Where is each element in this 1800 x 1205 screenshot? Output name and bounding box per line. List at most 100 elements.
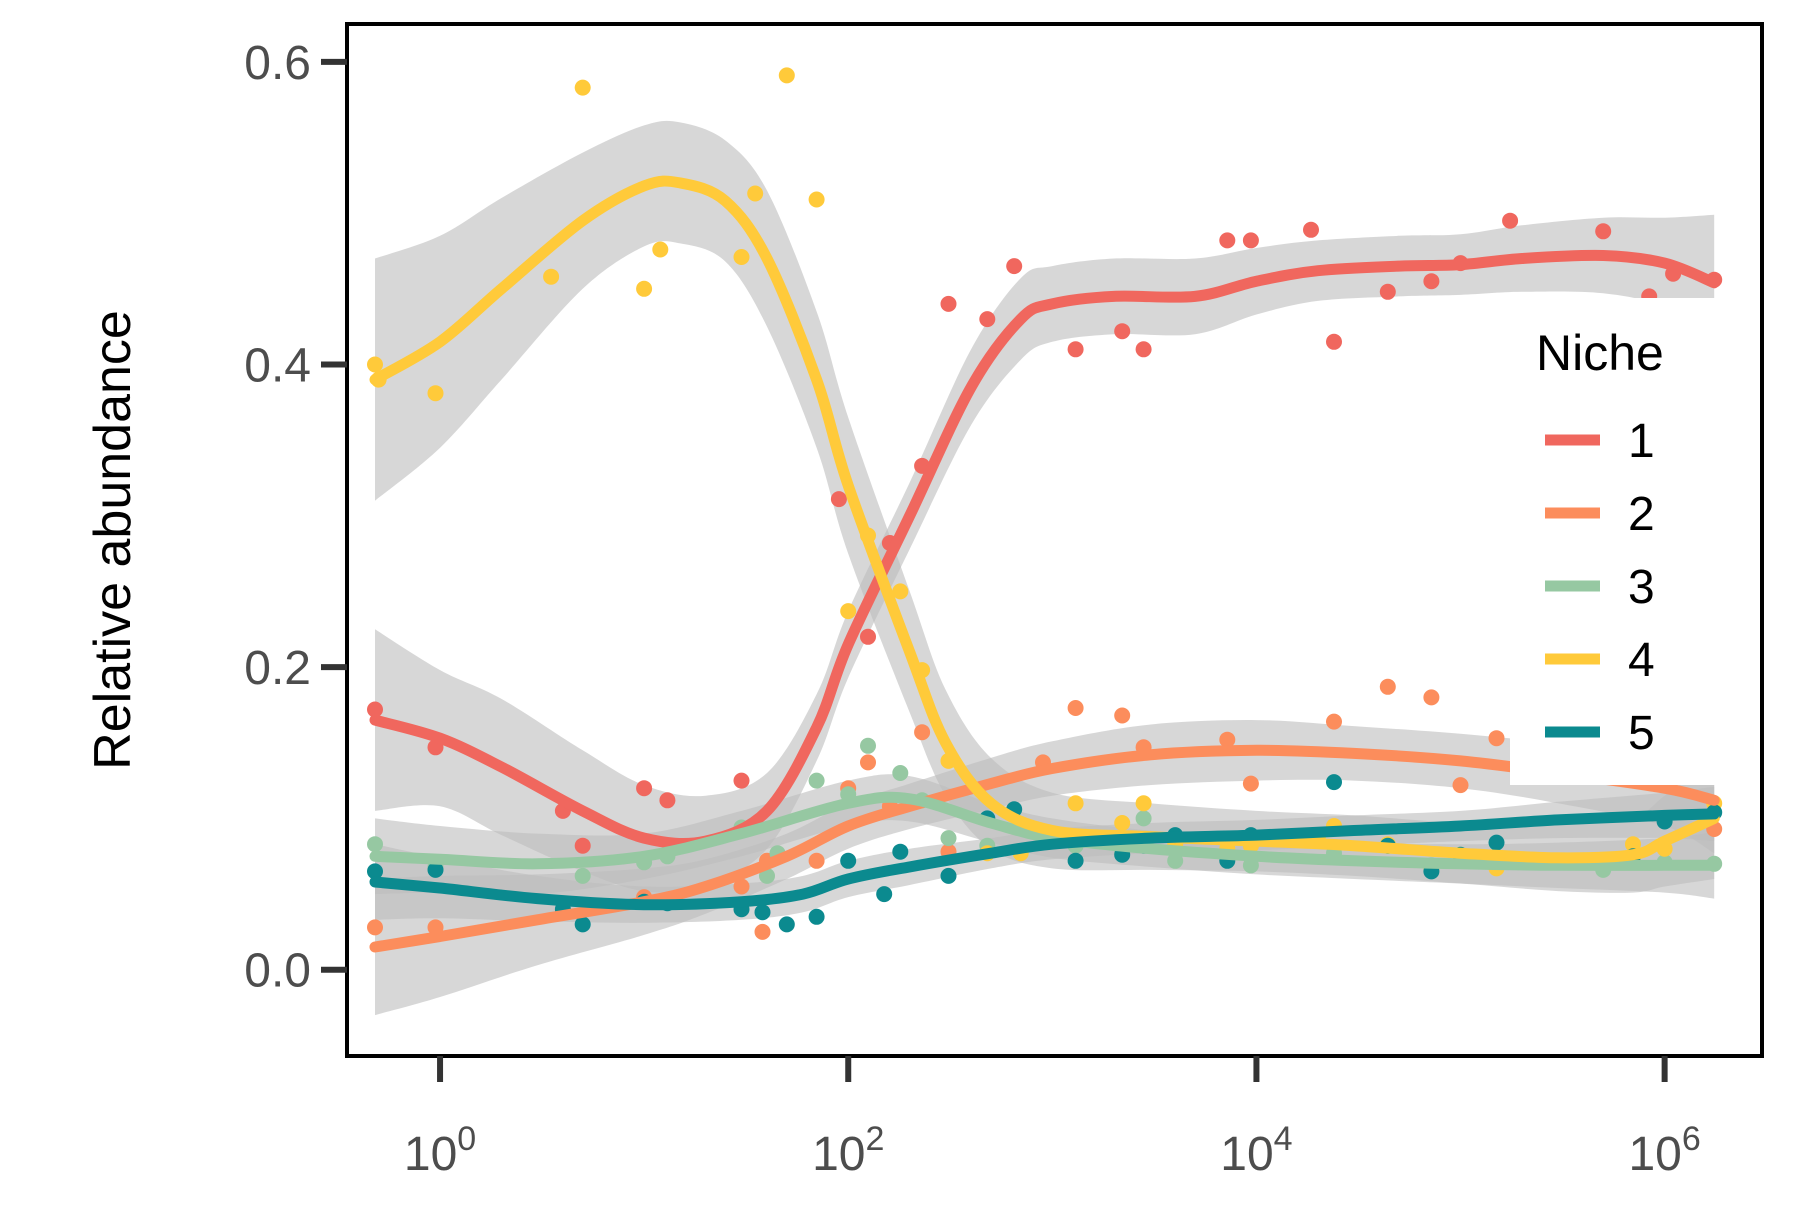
data-point-niche-2 — [1242, 775, 1259, 792]
data-point-niche-2 — [733, 878, 750, 895]
trend-lines — [369, 175, 1720, 953]
data-point-niche-2 — [914, 724, 931, 741]
data-point-niche-2 — [1452, 777, 1469, 794]
data-point-niche-2 — [1114, 707, 1131, 724]
legend-label-niche-1: 1 — [1628, 415, 1655, 468]
data-point-niche-1 — [659, 792, 676, 809]
data-point-niche-2 — [1379, 678, 1396, 695]
data-point-niche-3 — [892, 765, 909, 781]
trend-line-niche-5 — [369, 808, 1720, 911]
data-point-niche-1 — [733, 772, 750, 789]
data-point-niche-4 — [1625, 836, 1641, 853]
data-point-niche-5 — [840, 852, 857, 869]
data-point-niche-2 — [860, 754, 876, 771]
data-point-niche-5 — [892, 843, 909, 860]
x-tick-label: 104 — [1220, 1120, 1292, 1181]
legend-label-niche-2: 2 — [1628, 488, 1655, 541]
data-point-niche-1 — [979, 311, 996, 328]
data-point-niche-3 — [1135, 810, 1152, 827]
data-point-niche-4 — [892, 583, 909, 600]
data-point-niche-3 — [860, 737, 876, 754]
data-point-niche-1 — [1379, 283, 1396, 300]
legend-label-niche-4: 4 — [1628, 634, 1655, 687]
y-tick-label: 0.4 — [244, 339, 311, 392]
data-point-niche-5 — [940, 867, 957, 884]
data-point-niche-1 — [1114, 323, 1131, 340]
data-point-niche-1 — [574, 837, 591, 854]
y-tick-label: 0.2 — [244, 642, 311, 695]
data-point-niche-2 — [1219, 731, 1236, 748]
data-point-niche-3 — [367, 836, 383, 853]
confidence-band-niche-4 — [375, 120, 1715, 893]
data-point-niche-5 — [754, 904, 771, 921]
data-point-niche-5 — [427, 861, 444, 878]
data-point-niche-1 — [1067, 341, 1084, 358]
trend-line-niche-3 — [369, 791, 1720, 871]
data-point-niche-5 — [778, 916, 795, 933]
data-point-niche-1 — [1595, 223, 1612, 240]
data-point-niche-5 — [876, 886, 893, 903]
data-point-niche-4 — [1135, 795, 1152, 812]
data-point-niche-1 — [367, 701, 383, 718]
data-point-niche-4 — [840, 603, 857, 620]
data-point-niche-4 — [427, 385, 444, 402]
data-point-niche-2 — [1067, 700, 1084, 716]
confidence-band-niche-1 — [375, 214, 1715, 893]
data-point-niche-4 — [747, 185, 764, 202]
x-tick-label: 100 — [404, 1120, 476, 1181]
data-point-niche-4 — [733, 249, 750, 265]
x-tick-label: 106 — [1628, 1120, 1700, 1181]
legend: Niche 1 2 3 4 5 — [1510, 298, 1720, 785]
legend-background — [1510, 298, 1720, 785]
trend-line-niche-1 — [369, 249, 1720, 849]
data-point-niche-5 — [808, 908, 825, 925]
x-axis: 100 102 104 106 — [404, 1056, 1701, 1181]
y-axis-title: Relative abundance — [84, 310, 142, 770]
data-point-niche-4 — [543, 268, 560, 285]
data-point-niche-3 — [808, 772, 825, 789]
data-point-niche-3 — [1167, 852, 1184, 869]
data-point-niche-5 — [1326, 774, 1342, 791]
legend-label-niche-3: 3 — [1628, 561, 1655, 614]
data-point-niche-2 — [1488, 730, 1505, 747]
data-point-niche-2 — [754, 923, 771, 940]
data-point-niche-1 — [1326, 333, 1342, 350]
data-point-niche-1 — [1242, 232, 1259, 249]
legend-title: Niche — [1536, 325, 1664, 381]
data-point-niche-4 — [652, 241, 669, 258]
data-point-niche-1 — [1135, 341, 1152, 358]
data-point-niche-1 — [1219, 232, 1236, 249]
data-point-niche-5 — [574, 916, 591, 933]
data-point-niche-2 — [808, 852, 825, 869]
x-tick-label: 102 — [812, 1120, 884, 1181]
data-point-niche-2 — [1423, 689, 1440, 706]
data-point-niche-1 — [636, 780, 653, 797]
plot-border — [345, 22, 1764, 1058]
data-point-niche-4 — [778, 67, 795, 84]
plot-frame — [345, 22, 1764, 1058]
data-point-niche-3 — [574, 867, 591, 884]
data-point-niche-2 — [367, 919, 383, 936]
data-point-niche-1 — [1423, 273, 1440, 290]
data-point-niche-1 — [1303, 221, 1319, 238]
trend-line-niche-4 — [369, 175, 1720, 864]
data-point-niche-1 — [860, 628, 876, 645]
data-point-niche-2 — [1326, 713, 1342, 730]
data-point-niche-4 — [1067, 795, 1084, 812]
data-point-niche-5 — [1488, 834, 1505, 851]
y-tick-label: 0.6 — [244, 37, 311, 90]
data-point-niche-3 — [940, 830, 957, 847]
data-point-niche-1 — [1006, 258, 1023, 275]
data-point-niche-5 — [367, 863, 383, 880]
data-point-niche-4 — [574, 79, 591, 96]
data-point-niche-4 — [636, 280, 653, 297]
data-point-niche-1 — [1502, 212, 1519, 229]
data-point-niche-1 — [830, 491, 847, 508]
data-point-niche-4 — [1114, 815, 1131, 831]
y-tick-label: 0.0 — [244, 945, 311, 998]
y-axis: 0.0 0.2 0.4 0.6 — [244, 37, 347, 998]
data-point-niche-1 — [940, 295, 957, 312]
data-point-niche-4 — [367, 356, 383, 373]
